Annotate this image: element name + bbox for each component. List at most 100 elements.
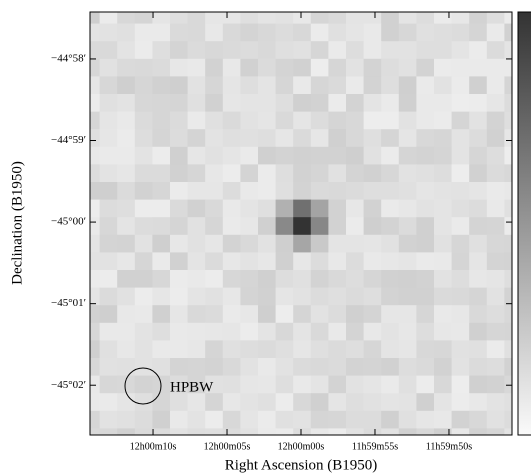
pixel [293,234,312,253]
pixel [346,129,365,148]
pixel [504,428,512,435]
pixel [451,182,470,201]
pixel [170,58,189,77]
pixel [504,58,512,77]
pixel [222,305,241,324]
pixel [205,358,224,377]
pixel [398,393,417,412]
pixel [416,129,435,148]
pixel [258,58,277,77]
pixel [398,146,417,165]
pixel [310,375,329,394]
pixel [205,217,224,236]
pixel [134,270,153,289]
pixel [310,12,329,25]
pixel [310,23,329,42]
pixel [504,199,512,218]
pixel [258,428,277,435]
pixel [469,146,488,165]
pixel [328,217,347,236]
pixel [434,199,453,218]
pixel [310,129,329,148]
pixel [205,270,224,289]
pixel [416,182,435,201]
pixel [434,23,453,42]
pixel [486,410,505,429]
pixel [99,182,118,201]
pixel [170,340,189,359]
pixel [222,287,241,306]
pixel [451,94,470,113]
pixel [469,217,488,236]
pixel [134,23,153,42]
pixel [469,111,488,130]
pixel [205,428,224,435]
pixel [451,12,470,25]
pixel [486,375,505,394]
pixel [451,340,470,359]
pixel [504,410,512,429]
pixel [240,358,259,377]
pixel [152,340,171,359]
pixel [363,234,382,253]
pixel [222,340,241,359]
pixel [90,199,101,218]
pixel [152,164,171,183]
pixel [363,111,382,130]
pixel [328,340,347,359]
pixel [222,146,241,165]
pixel [90,76,101,95]
pixel [170,182,189,201]
pixel [328,287,347,306]
pixel [469,129,488,148]
pixel [258,287,277,306]
pixel [90,23,101,42]
pixel [398,199,417,218]
pixel [486,23,505,42]
pixel [187,58,206,77]
pixel [469,305,488,324]
pixel [90,111,101,130]
pixel [90,164,101,183]
pixel [346,217,365,236]
pixel [240,410,259,429]
pixel [363,199,382,218]
pixel [398,252,417,271]
pixel [90,322,101,341]
pixel [451,58,470,77]
pixel [469,234,488,253]
pixel [469,410,488,429]
pixel [187,217,206,236]
pixel [328,12,347,25]
pixel [99,234,118,253]
pixel [346,270,365,289]
pixel [434,146,453,165]
pixel [381,12,400,25]
pixel [328,305,347,324]
pixel [205,41,224,60]
pixel [328,94,347,113]
pixel [90,270,101,289]
pixel [451,23,470,42]
pixel [222,182,241,201]
pixel [134,305,153,324]
pixel [117,234,136,253]
x-tick-label: 12h00m10s [130,441,177,452]
pixel [275,182,294,201]
pixel [469,428,488,435]
pixel [152,111,171,130]
pixel [275,199,294,218]
pixel [222,322,241,341]
pixel [346,182,365,201]
pixel [504,129,512,148]
pixel [152,428,171,435]
pixel [187,164,206,183]
pixel [187,393,206,412]
pixel [222,234,241,253]
pixel [416,358,435,377]
pixel [504,375,512,394]
pixel [363,270,382,289]
pixel [222,129,241,148]
pixel [434,234,453,253]
pixel [293,58,312,77]
